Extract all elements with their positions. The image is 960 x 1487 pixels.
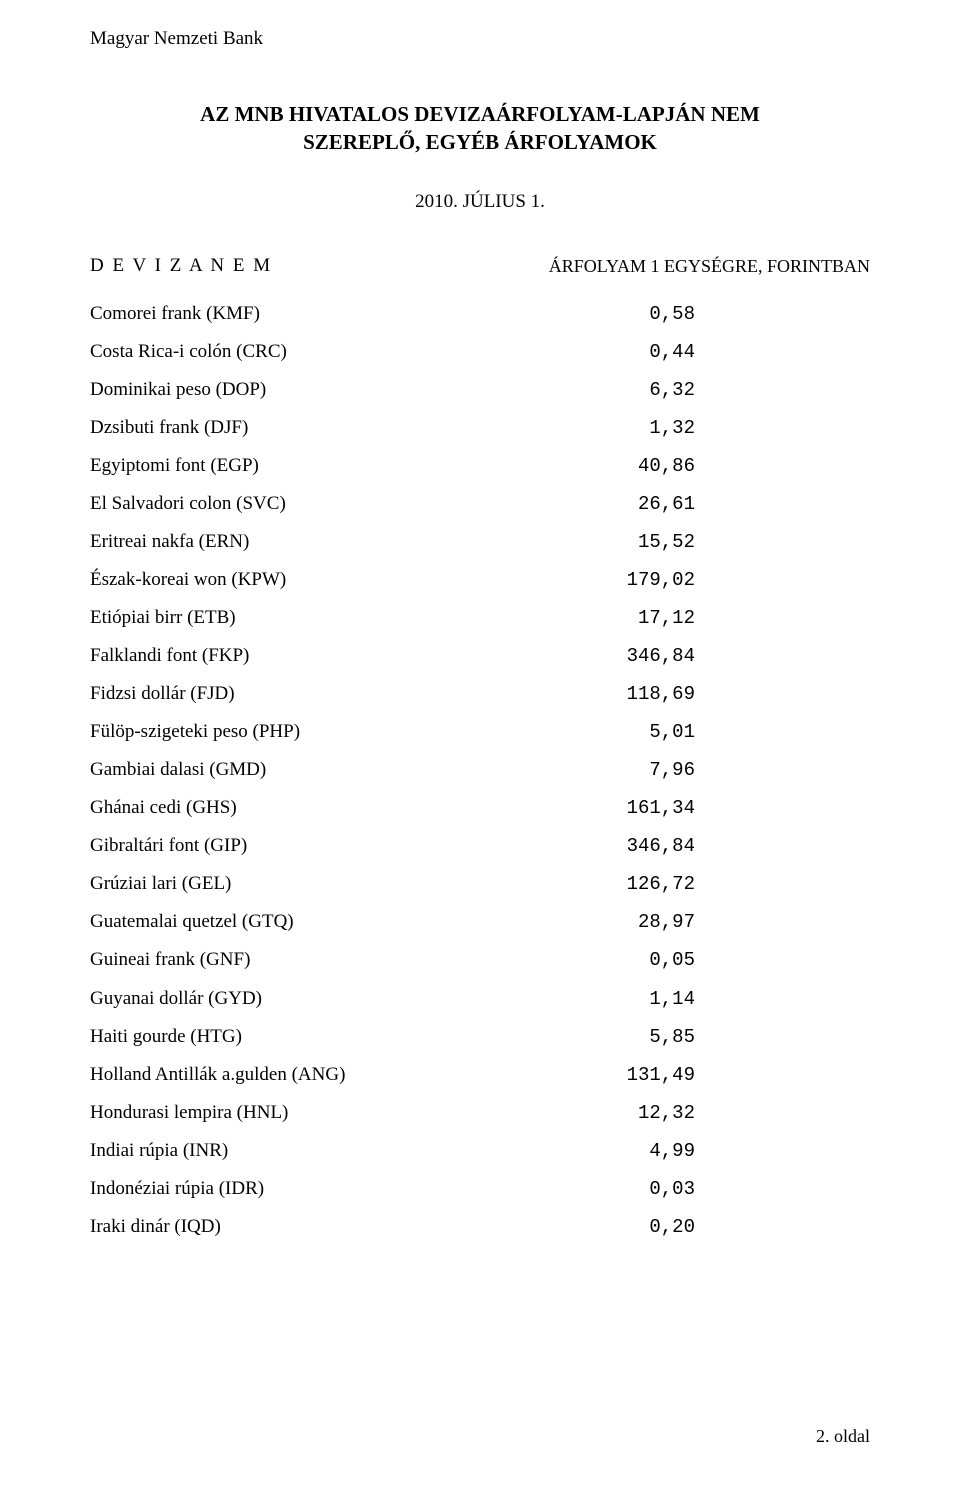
currency-label: Fülöp-szigeteki peso (PHP) — [90, 713, 565, 750]
currency-rate: 5,01 — [565, 714, 870, 751]
rate-row: Észak-koreai won (KPW)179,02 — [90, 561, 870, 599]
rate-row: Grúziai lari (GEL)126,72 — [90, 865, 870, 903]
currency-label: Dzsibuti frank (DJF) — [90, 409, 565, 446]
rate-row: Guyanai dollár (GYD) 1,14 — [90, 980, 870, 1018]
column-headers: D E V I Z A N E M ÁRFOLYAM 1 EGYSÉGRE, F… — [90, 255, 870, 277]
currency-rate: 6,32 — [565, 372, 870, 409]
rate-row: Iraki dinár (IQD) 0,20 — [90, 1208, 870, 1246]
currency-rate: 4,99 — [565, 1133, 870, 1170]
rate-row: Haiti gourde (HTG) 5,85 — [90, 1018, 870, 1056]
title-line-1: AZ MNB HIVATALOS DEVIZAÁRFOLYAM-LAPJÁN N… — [90, 100, 870, 128]
currency-column-header: D E V I Z A N E M — [90, 255, 272, 277]
currency-rate: 17,12 — [565, 600, 870, 637]
currency-label: Eritreai nakfa (ERN) — [90, 523, 565, 560]
currency-rate: 12,32 — [565, 1095, 870, 1132]
currency-rate: 0,20 — [565, 1209, 870, 1246]
currency-rate: 346,84 — [565, 638, 870, 675]
document-date: 2010. JÚLIUS 1. — [90, 191, 870, 213]
rate-row: Fülöp-szigeteki peso (PHP) 5,01 — [90, 713, 870, 751]
currency-rate: 7,96 — [565, 752, 870, 789]
rate-row: Gambiai dalasi (GMD) 7,96 — [90, 751, 870, 789]
rate-row: Eritreai nakfa (ERN) 15,52 — [90, 523, 870, 561]
rate-row: Etiópiai birr (ETB) 17,12 — [90, 599, 870, 637]
currency-label: Haiti gourde (HTG) — [90, 1018, 565, 1055]
currency-rate: 0,03 — [565, 1171, 870, 1208]
page-number: 2. oldal — [816, 1426, 870, 1447]
currency-rate: 15,52 — [565, 524, 870, 561]
rate-row: Egyiptomi font (EGP) 40,86 — [90, 447, 870, 485]
currency-rate: 26,61 — [565, 486, 870, 523]
rate-row: Dzsibuti frank (DJF) 1,32 — [90, 409, 870, 447]
currency-label: Ghánai cedi (GHS) — [90, 789, 565, 826]
currency-label: Guineai frank (GNF) — [90, 941, 565, 978]
rate-row: Indonéziai rúpia (IDR) 0,03 — [90, 1170, 870, 1208]
currency-rate: 346,84 — [565, 828, 870, 865]
rate-row: Indiai rúpia (INR) 4,99 — [90, 1132, 870, 1170]
rate-row: Hondurasi lempira (HNL) 12,32 — [90, 1094, 870, 1132]
currency-label: Fidzsi dollár (FJD) — [90, 675, 565, 712]
rate-row: Gibraltári font (GIP)346,84 — [90, 827, 870, 865]
currency-rate: 0,05 — [565, 942, 870, 979]
rate-row: Guatemalai quetzel (GTQ) 28,97 — [90, 903, 870, 941]
title-line-2: SZEREPLŐ, EGYÉB ÁRFOLYAMOK — [90, 128, 870, 156]
currency-label: Etiópiai birr (ETB) — [90, 599, 565, 636]
rate-row: Falklandi font (FKP)346,84 — [90, 637, 870, 675]
currency-label: Guyanai dollár (GYD) — [90, 980, 565, 1017]
currency-rate: 1,14 — [565, 981, 870, 1018]
currency-label: El Salvadori colon (SVC) — [90, 485, 565, 522]
currency-label: Egyiptomi font (EGP) — [90, 447, 565, 484]
currency-label: Grúziai lari (GEL) — [90, 865, 565, 902]
currency-rate: 179,02 — [565, 562, 870, 599]
currency-label: Gambiai dalasi (GMD) — [90, 751, 565, 788]
currency-rate: 28,97 — [565, 904, 870, 941]
currency-label: Falklandi font (FKP) — [90, 637, 565, 674]
rate-row: Dominikai peso (DOP) 6,32 — [90, 371, 870, 409]
rate-row: El Salvadori colon (SVC) 26,61 — [90, 485, 870, 523]
currency-rate: 131,49 — [565, 1057, 870, 1094]
currency-label: Holland Antillák a.gulden (ANG) — [90, 1056, 565, 1093]
rate-row: Ghánai cedi (GHS)161,34 — [90, 789, 870, 827]
currency-label: Észak-koreai won (KPW) — [90, 561, 565, 598]
rates-table: Comorei frank (KMF) 0,58Costa Rica-i col… — [90, 295, 870, 1246]
currency-label: Comorei frank (KMF) — [90, 295, 565, 332]
currency-rate: 126,72 — [565, 866, 870, 903]
currency-label: Indonéziai rúpia (IDR) — [90, 1170, 565, 1207]
currency-rate: 118,69 — [565, 676, 870, 713]
currency-label: Gibraltári font (GIP) — [90, 827, 565, 864]
currency-label: Costa Rica-i colón (CRC) — [90, 333, 565, 370]
currency-label: Indiai rúpia (INR) — [90, 1132, 565, 1169]
rate-row: Fidzsi dollár (FJD)118,69 — [90, 675, 870, 713]
currency-label: Hondurasi lempira (HNL) — [90, 1094, 565, 1131]
currency-rate: 0,58 — [565, 296, 870, 333]
currency-rate: 1,32 — [565, 410, 870, 447]
currency-rate: 40,86 — [565, 448, 870, 485]
rate-row: Costa Rica-i colón (CRC) 0,44 — [90, 333, 870, 371]
rate-row: Holland Antillák a.gulden (ANG)131,49 — [90, 1056, 870, 1094]
org-name: Magyar Nemzeti Bank — [90, 28, 870, 50]
currency-label: Iraki dinár (IQD) — [90, 1208, 565, 1245]
document-title: AZ MNB HIVATALOS DEVIZAÁRFOLYAM-LAPJÁN N… — [90, 100, 870, 157]
document-page: Magyar Nemzeti Bank AZ MNB HIVATALOS DEV… — [0, 0, 960, 1487]
currency-label: Dominikai peso (DOP) — [90, 371, 565, 408]
currency-rate: 0,44 — [565, 334, 870, 371]
rate-column-header: ÁRFOLYAM 1 EGYSÉGRE, FORINTBAN — [549, 256, 870, 277]
currency-rate: 5,85 — [565, 1019, 870, 1056]
currency-rate: 161,34 — [565, 790, 870, 827]
currency-label: Guatemalai quetzel (GTQ) — [90, 903, 565, 940]
rate-row: Guineai frank (GNF) 0,05 — [90, 941, 870, 979]
rate-row: Comorei frank (KMF) 0,58 — [90, 295, 870, 333]
